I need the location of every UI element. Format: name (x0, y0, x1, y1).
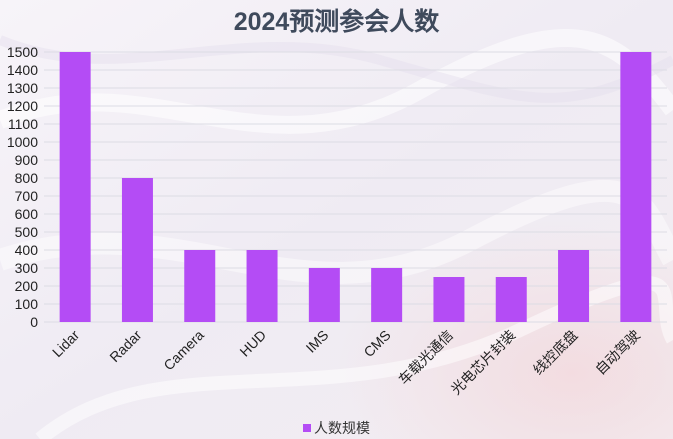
y-tick-label: 500 (15, 224, 39, 240)
bar (308, 268, 340, 322)
y-tick-label: 700 (15, 188, 39, 204)
y-tick-label: 200 (15, 278, 39, 294)
bars (59, 52, 652, 322)
y-tick-label: 400 (15, 242, 39, 258)
x-tick-label: HUD (236, 327, 269, 360)
bar (184, 250, 216, 322)
y-tick-label: 800 (15, 170, 39, 186)
y-tick-label: 900 (15, 152, 39, 168)
y-tick-label: 1400 (7, 62, 38, 78)
y-tick-label: 1000 (7, 134, 38, 150)
bar (620, 52, 652, 322)
x-tick-label: CMS (360, 327, 393, 360)
y-tick-label: 1200 (7, 98, 38, 114)
y-tick-label: 600 (15, 206, 39, 222)
x-tick-label: Radar (106, 327, 145, 366)
y-tick-label: 300 (15, 260, 39, 276)
y-tick-label: 0 (30, 314, 38, 330)
legend-label: 人数规模 (314, 420, 370, 436)
bar (121, 178, 153, 322)
x-tick-label: Lidar (49, 327, 83, 361)
bar (246, 250, 278, 322)
bar (558, 250, 590, 322)
chart-title: 2024预测参会人数 (233, 8, 440, 36)
y-axis-ticks: 0 100 200 300 400 500 600 700 800 900 1000 1100 1200… (7, 44, 38, 330)
legend: 人数规模 (0, 418, 673, 438)
y-tick-label: 1500 (7, 44, 38, 60)
bar (495, 277, 527, 322)
x-tick-label: Camera (160, 327, 207, 374)
y-tick-label: 1100 (8, 116, 38, 132)
x-tick-label: IMS (303, 327, 332, 356)
bar (433, 277, 465, 322)
bar (59, 52, 91, 322)
y-tick-label: 100 (15, 296, 39, 312)
x-tick-label: 光电芯片封装 (448, 327, 519, 398)
legend-swatch (303, 424, 311, 432)
x-tick-label: 车载光通信 (395, 327, 456, 388)
bar (371, 268, 403, 322)
x-tick-label: 自动驾驶 (592, 327, 643, 378)
x-tick-label: 线控底盘 (530, 327, 581, 378)
y-tick-label: 1300 (7, 80, 38, 96)
